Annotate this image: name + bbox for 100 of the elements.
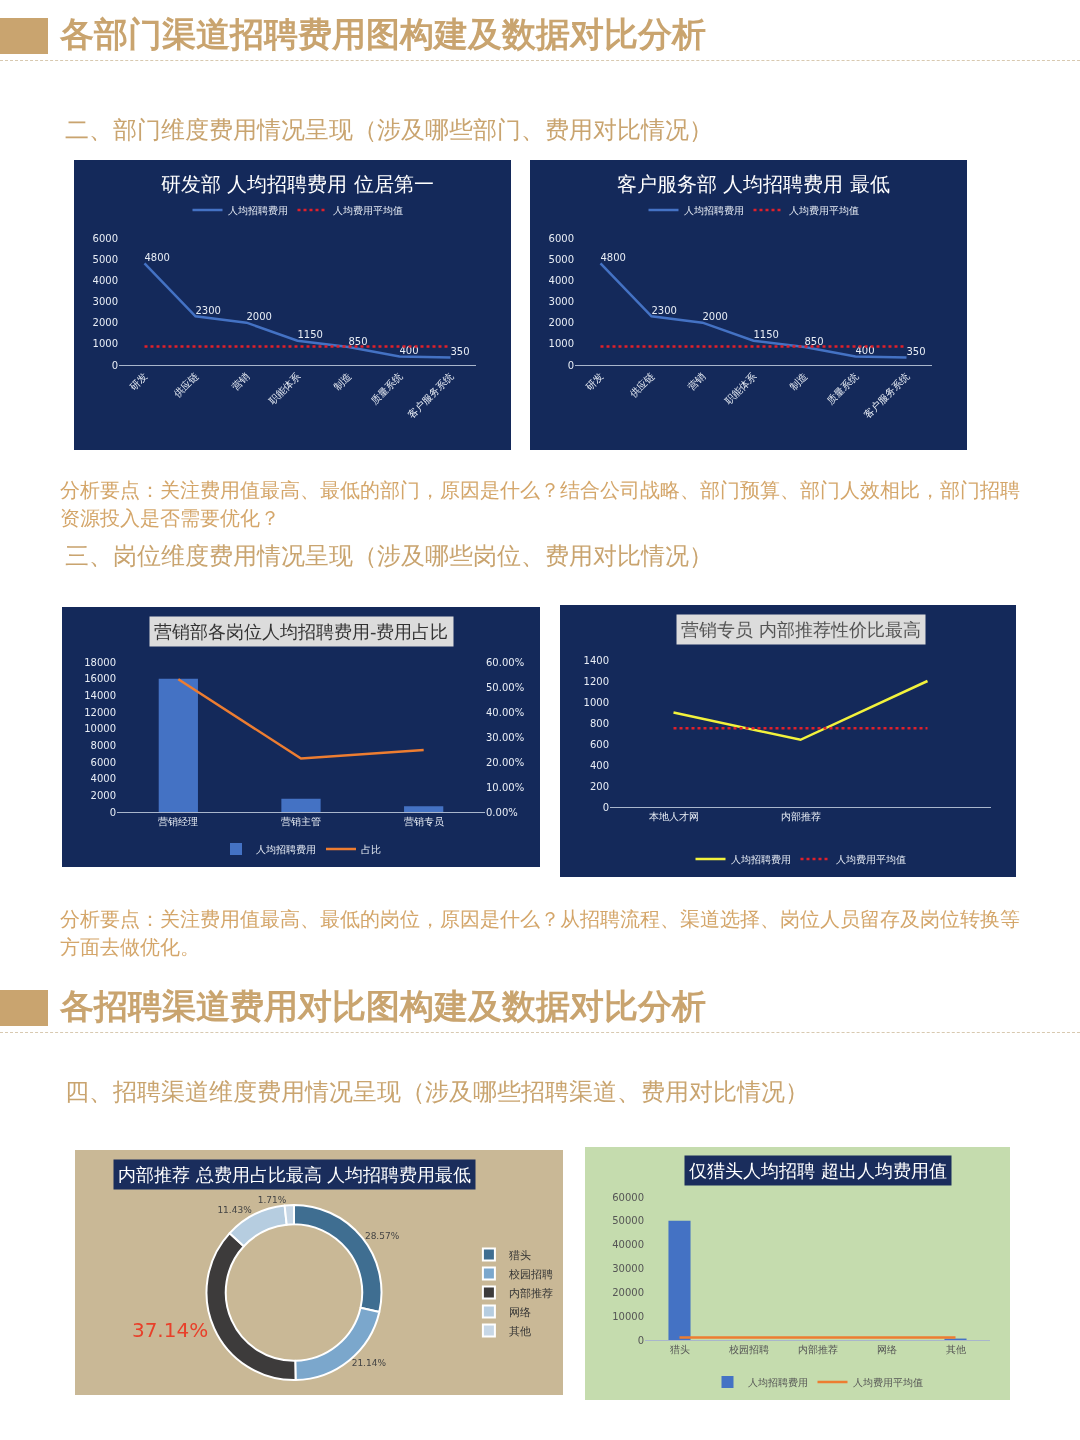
data-label: 11.43% [217, 1205, 253, 1216]
y-tick-label: 16000 [84, 673, 116, 685]
text: 各部门渠道招聘费用图构建及数据对比分析 [60, 14, 706, 54]
data-label: 850 [804, 335, 824, 347]
data-label: 1150 [297, 329, 323, 341]
x-tick-label: 供应链 [627, 370, 657, 400]
legend-label: 人均招聘费用 [730, 853, 791, 865]
data-label: 350 [450, 346, 470, 358]
y-tick-label: 1000 [548, 338, 574, 350]
x-tick-label: 质量系统 [824, 370, 861, 407]
x-tick-label: 网络 [876, 1344, 897, 1355]
x-tick-label: 其他 [945, 1344, 966, 1355]
y-tick-label: 10000 [84, 723, 116, 735]
x-tick-label: 猎头 [669, 1344, 690, 1355]
legend-label: 人均费用平均值 [332, 204, 403, 216]
y-tick-label: 0 [602, 801, 609, 813]
chart-title: 客户服务部 人均招聘费用 最低 [617, 172, 890, 196]
x-tick-label: 制造 [787, 370, 810, 393]
y-tick-label: 10000 [612, 1310, 644, 1322]
y-tick-label: 5000 [548, 253, 574, 265]
chart-title: 内部推荐 总费用占比最高 人均招聘费用最低 [118, 1164, 472, 1185]
legend-label: 网络 [508, 1305, 531, 1319]
x-tick-label: 营销专员 [403, 816, 444, 827]
y-tick-label: 1200 [583, 675, 609, 687]
x-tick-label: 内部推荐 [797, 1344, 838, 1355]
x-tick-label: 职能体系 [722, 370, 759, 407]
x-tick-label: 研发 [583, 370, 606, 393]
x-tick-label: 营销 [685, 370, 708, 393]
x-tick-label: 营销主管 [281, 816, 321, 827]
y-tick-label: 2000 [90, 789, 116, 801]
y-tick-label: 0 [567, 359, 574, 371]
data-label: 21.14% [351, 1358, 387, 1369]
line-series [143, 262, 452, 359]
y-tick-label: 50000 [612, 1215, 644, 1227]
chart-title: 营销专员 内部推荐性价比最高 [681, 619, 921, 640]
x-tick-label: 内部推荐 [780, 811, 821, 822]
y-tick-label: 4000 [90, 773, 116, 785]
text: 三、岗位维度费用情况呈现（涉及哪些岗位、费用对比情况） [64, 541, 714, 572]
x-tick-label: 营销 [229, 370, 252, 393]
y-tick-label: 60000 [612, 1191, 644, 1203]
text: 分析要点：关注费用值最高、最低的部门，原因是什么？结合公司战略、部门预算、部门人效相比，部门招聘资源投入是否需要优化？ [59, 477, 1021, 532]
data-label: 28.57% [364, 1231, 400, 1241]
data-label: 37.14% [131, 1318, 209, 1343]
data-label: 4800 [144, 251, 170, 263]
y-tick-label: 200 [589, 780, 609, 792]
x-tick-label: 营销经理 [158, 816, 199, 827]
y-tick-label: 600 [589, 738, 609, 750]
chart-title: 研发部 人均招聘费用 位居第一 [161, 172, 434, 196]
text: 各招聘渠道费用对比图构建及数据对比分析 [60, 986, 706, 1026]
x-tick-label: 本地人才网 [648, 811, 699, 822]
y-tick-label: 3000 [548, 296, 574, 307]
text: 二、部门维度费用情况呈现（涉及哪些部门、费用对比情况） [64, 115, 714, 146]
bar [404, 806, 444, 812]
y-tick-label: 6000 [548, 232, 574, 244]
y2-tick-label: 60.00% [486, 656, 525, 668]
bar [158, 678, 198, 812]
x-tick-label: 客户服务系统 [405, 370, 456, 421]
x-tick-label: 供应链 [171, 370, 201, 400]
data-label: 2300 [651, 304, 677, 316]
line-series [599, 262, 908, 359]
y2-tick-label: 0.00% [486, 806, 518, 818]
legend-label: 占比 [361, 843, 381, 855]
y2-tick-label: 20.00% [486, 756, 525, 768]
x-tick-label: 研发 [127, 370, 150, 393]
y-tick-label: 2000 [92, 317, 118, 329]
legend-label: 内部推荐 [508, 1286, 553, 1300]
y-tick-label: 5000 [92, 253, 118, 265]
x-tick-label: 质量系统 [368, 370, 405, 407]
legend-label: 其他 [508, 1324, 531, 1338]
legend-label: 人均招聘费用 [256, 843, 316, 855]
legend-label: 人均费用平均值 [788, 204, 859, 216]
y-tick-label: 14000 [84, 689, 116, 701]
y-tick-label: 400 [589, 759, 609, 771]
y2-tick-label: 10.00% [486, 781, 525, 793]
y-tick-label: 0 [109, 806, 116, 818]
y-tick-label: 3000 [92, 296, 118, 307]
y-tick-label: 0 [637, 1334, 644, 1346]
y-tick-label: 800 [589, 717, 609, 729]
text: 四、招聘渠道维度费用情况呈现（涉及哪些招聘渠道、费用对比情况） [64, 1077, 810, 1108]
y-tick-label: 18000 [84, 656, 116, 668]
legend-label: 猎头 [508, 1248, 531, 1262]
data-label: 2000 [702, 311, 728, 323]
legend-label: 人均招聘费用 [747, 1376, 808, 1388]
data-label: 850 [348, 335, 368, 347]
data-label: 4800 [600, 251, 626, 263]
y-tick-label: 40000 [612, 1239, 644, 1251]
legend-label: 人均费用平均值 [852, 1376, 923, 1388]
y-tick-label: 2000 [548, 317, 574, 329]
y2-tick-label: 30.00% [486, 731, 525, 743]
bar [281, 798, 321, 812]
y-tick-label: 8000 [90, 739, 116, 751]
text: 分析要点：关注费用值最高、最低的岗位，原因是什么？从招聘流程、渠道选择、岗位人员留存及岗位转换等方面去做优化。 [59, 906, 1021, 961]
x-tick-label: 客户服务系统 [861, 370, 912, 421]
x-tick-label: 职能体系 [266, 370, 303, 407]
data-label: 2000 [246, 311, 272, 323]
y-tick-label: 12000 [84, 706, 116, 718]
y2-tick-label: 50.00% [486, 681, 525, 693]
y-tick-label: 0 [111, 359, 118, 371]
legend-label: 校园招聘 [507, 1267, 553, 1281]
y-tick-label: 30000 [612, 1263, 644, 1274]
